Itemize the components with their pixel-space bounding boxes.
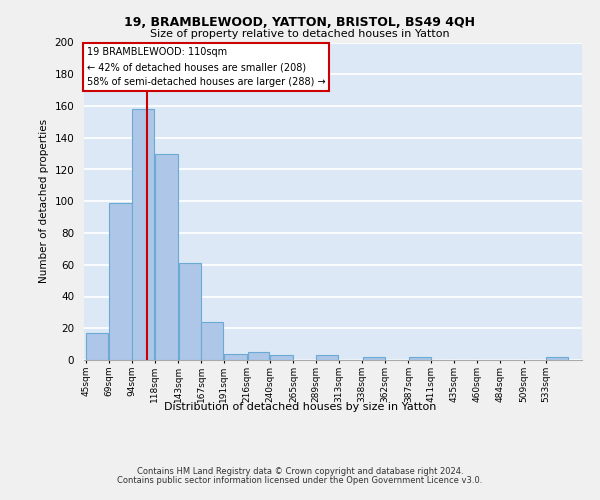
Bar <box>547 357 568 360</box>
Text: Contains HM Land Registry data © Crown copyright and database right 2024.: Contains HM Land Registry data © Crown c… <box>137 467 463 476</box>
Bar <box>409 357 431 360</box>
Text: 19 BRAMBLEWOOD: 110sqm
← 42% of detached houses are smaller (208)
58% of semi-de: 19 BRAMBLEWOOD: 110sqm ← 42% of detached… <box>87 48 325 87</box>
Bar <box>155 154 178 360</box>
Text: Contains public sector information licensed under the Open Government Licence v3: Contains public sector information licen… <box>118 476 482 485</box>
Bar <box>270 355 293 360</box>
Bar <box>179 263 200 360</box>
Bar <box>248 352 269 360</box>
Bar <box>133 109 154 360</box>
Text: Size of property relative to detached houses in Yatton: Size of property relative to detached ho… <box>150 29 450 39</box>
Text: 19, BRAMBLEWOOD, YATTON, BRISTOL, BS49 4QH: 19, BRAMBLEWOOD, YATTON, BRISTOL, BS49 4… <box>125 16 476 29</box>
Bar <box>86 333 108 360</box>
Bar <box>362 357 385 360</box>
Bar <box>224 354 247 360</box>
Bar <box>201 322 223 360</box>
Bar <box>316 355 338 360</box>
Text: Distribution of detached houses by size in Yatton: Distribution of detached houses by size … <box>164 402 436 412</box>
Y-axis label: Number of detached properties: Number of detached properties <box>39 119 49 284</box>
Bar <box>109 203 132 360</box>
